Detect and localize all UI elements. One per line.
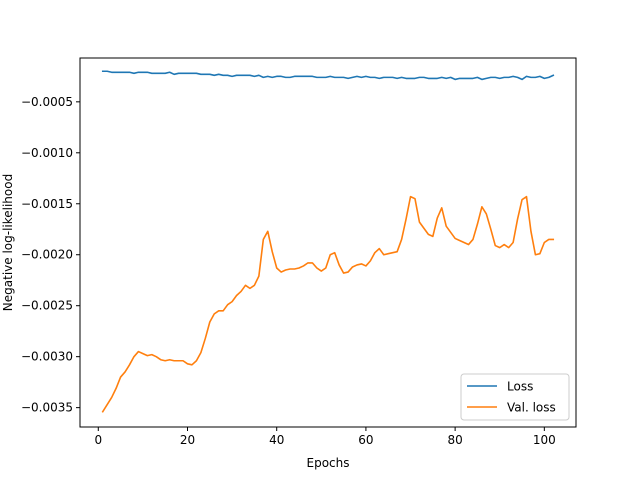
y-axis-label: Negative log-likelihood — [1, 174, 15, 311]
legend: Loss Val. loss — [460, 373, 570, 421]
legend-label-loss: Loss — [507, 380, 533, 394]
x-tick-label: 100 — [533, 433, 556, 447]
x-tick-label: 20 — [180, 433, 195, 447]
y-tick-label: −0.0015 — [21, 197, 73, 211]
series-line-0 — [101, 70, 555, 81]
y-tick-label: −0.0020 — [21, 248, 73, 262]
x-tick-label: 0 — [94, 433, 102, 447]
x-tick-label: 80 — [447, 433, 462, 447]
y-tick-label: −0.0005 — [21, 95, 73, 109]
y-tick-label: −0.0035 — [21, 401, 73, 415]
series-layer — [101, 70, 555, 413]
plot-frame — [79, 57, 577, 428]
y-axis: −0.0005 −0.0010 −0.0015 −0.0020 −0.0025 −0.00… — [21, 95, 80, 415]
legend-label-val-loss: Val. loss — [507, 401, 556, 415]
x-axis-label: Epochs — [307, 456, 350, 470]
y-tick-label: −0.0025 — [21, 299, 73, 313]
x-tick-label: 40 — [269, 433, 284, 447]
x-tick-label: 60 — [358, 433, 373, 447]
y-tick-label: −0.0030 — [21, 350, 73, 364]
series-line-1 — [101, 195, 555, 413]
y-tick-label: −0.0010 — [21, 146, 73, 160]
x-axis: 0 20 40 60 80 100 — [94, 427, 556, 447]
plot-area — [80, 58, 576, 427]
